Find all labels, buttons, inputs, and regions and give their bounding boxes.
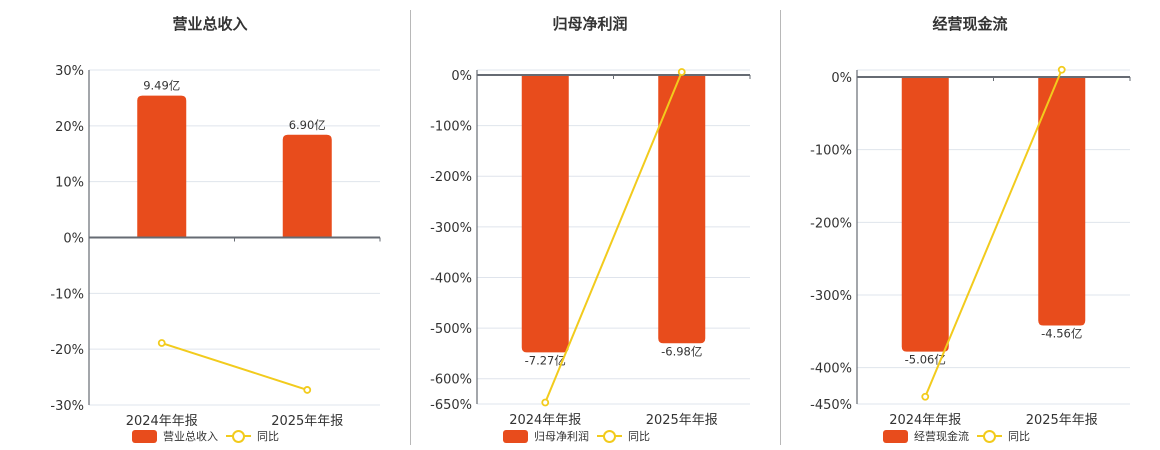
legend-bar-label[interactable]: 经营现金流	[914, 430, 969, 443]
yoy-line	[161, 342, 308, 391]
y-tick-label: -300%	[810, 289, 852, 304]
y-tick-label: 20%	[55, 120, 84, 135]
x-category-label: 2025年年报	[1026, 413, 1098, 428]
y-tick-label: -200%	[810, 216, 852, 231]
yoy-line	[924, 69, 1063, 398]
legend-line-label[interactable]: 同比	[628, 430, 650, 443]
legend-line-icon[interactable]	[226, 429, 251, 443]
chart-legend: 营业总收入 同比	[132, 428, 279, 444]
panel-divider	[410, 10, 411, 445]
bar[interactable]	[1038, 77, 1086, 326]
y-tick-label: 0%	[63, 232, 84, 247]
chart-panel-revenue: 营业总收入 30% 20% 10% 0% -10% -20% -30% 9.49亿 6.90亿 2…	[0, 0, 400, 450]
yoy-point[interactable]	[157, 339, 166, 347]
bar-data-label: -5.06亿	[905, 353, 946, 367]
y-tick-label: -450%	[810, 398, 852, 413]
y-tick-label: -100%	[430, 120, 472, 135]
x-category-label: 2024年年报	[889, 413, 961, 428]
chart-title: 归母净利润	[552, 15, 628, 33]
y-tick-label: -400%	[810, 362, 852, 377]
y-tick-label: -400%	[430, 271, 472, 286]
bar-data-label: -6.98亿	[661, 344, 702, 358]
y-tick-label: 10%	[55, 176, 84, 191]
legend-bar-label[interactable]: 归母净利润	[534, 430, 589, 443]
yoy-point[interactable]	[541, 398, 550, 407]
y-tick-label: 0%	[831, 71, 852, 86]
y-tick-label: -100%	[810, 144, 852, 159]
legend-bar-swatch[interactable]	[503, 429, 528, 443]
bar[interactable]	[282, 134, 332, 238]
chart-title: 经营现金流	[932, 15, 1008, 33]
y-tick-label: -200%	[430, 170, 472, 185]
y-tick-label: -30%	[50, 399, 84, 414]
chart-legend: 经营现金流 同比	[883, 428, 1030, 444]
yoy-line	[544, 71, 683, 403]
yoy-point[interactable]	[1057, 65, 1066, 74]
y-tick-label: -10%	[50, 287, 84, 302]
y-tick-label: 30%	[55, 64, 84, 79]
bar[interactable]	[658, 75, 706, 344]
legend-bar-swatch[interactable]	[883, 429, 908, 443]
y-tick-label: -650%	[430, 398, 472, 413]
legend-bar-swatch[interactable]	[132, 429, 157, 443]
x-category-label: 2024年年报	[509, 413, 581, 428]
legend-bar-label[interactable]: 营业总收入	[163, 430, 218, 443]
yoy-point[interactable]	[921, 392, 930, 401]
y-tick-label: -300%	[430, 221, 472, 236]
yoy-point[interactable]	[677, 68, 686, 76]
legend-line-icon[interactable]	[977, 429, 1002, 443]
legend-line-label[interactable]: 同比	[1008, 430, 1030, 443]
bar-data-label: 9.49亿	[143, 79, 180, 93]
yoy-point[interactable]	[303, 386, 312, 394]
bar[interactable]	[901, 77, 949, 352]
bar-data-label: -7.27亿	[525, 353, 566, 367]
x-category-label: 2024年年报	[126, 414, 198, 429]
chart-title: 营业总收入	[172, 15, 248, 33]
x-category-label: 2025年年报	[271, 414, 343, 429]
bar-data-label: 6.90亿	[289, 118, 326, 132]
y-tick-label: 0%	[451, 69, 472, 84]
bar[interactable]	[521, 75, 569, 353]
panel-divider	[780, 10, 781, 445]
bar-data-label: -4.56亿	[1041, 327, 1082, 341]
y-tick-label: -500%	[430, 322, 472, 337]
y-tick-label: -600%	[430, 373, 472, 388]
chart-legend: 归母净利润 同比	[503, 428, 650, 444]
chart-plot-revenue: 30% 20% 10% 0% -10% -20% -30% 9.49亿 6.90亿 2024年年报…	[50, 64, 381, 429]
bar[interactable]	[137, 95, 187, 238]
legend-line-icon[interactable]	[597, 429, 622, 443]
legend-line-label[interactable]: 同比	[257, 430, 279, 443]
y-tick-label: -20%	[50, 343, 84, 358]
x-category-label: 2025年年报	[646, 413, 718, 428]
